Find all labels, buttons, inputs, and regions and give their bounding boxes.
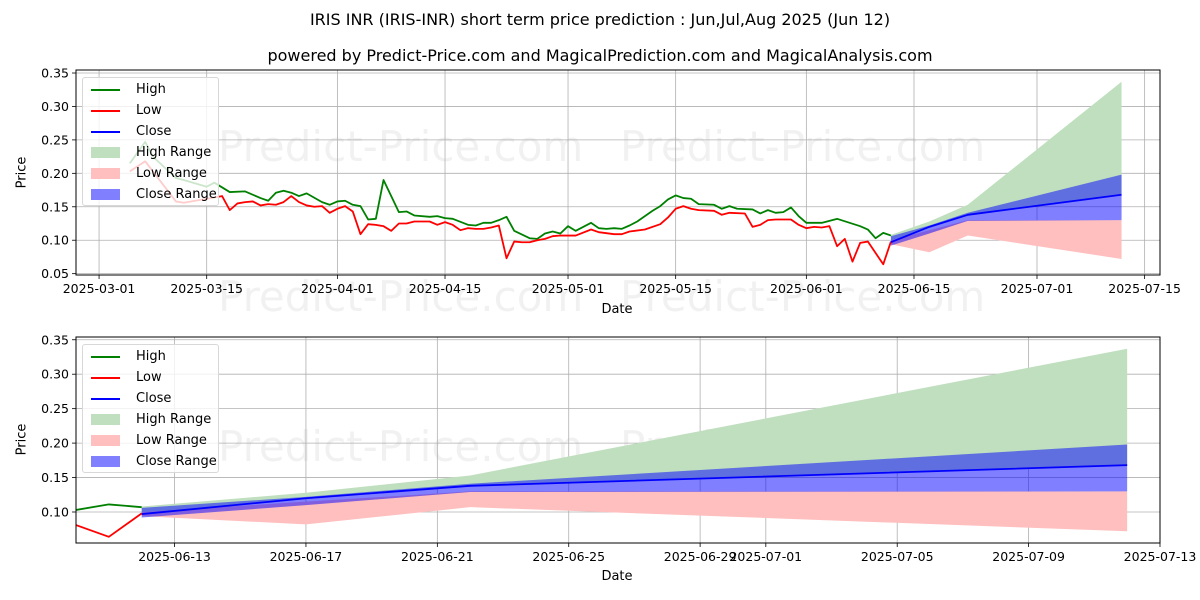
bottom-x-axis-label: Date	[601, 569, 633, 584]
x-tick-label: 2025-07-05	[861, 549, 934, 564]
legend-high-range-swatch	[91, 414, 120, 425]
low-line	[129, 160, 892, 266]
legend-close-range: Close Range	[91, 184, 217, 205]
legend-label: High Range	[136, 412, 212, 427]
bottom-axes: 2025-06-13 2025-06-17 2025-06-21 2025-06-25…	[41, 332, 1197, 564]
bottom-legend: High Low Close High Range Low Range Clos…	[82, 344, 219, 473]
y-tick-label: 0.05	[41, 266, 69, 281]
legend-close-range: Close Range	[91, 451, 217, 472]
close-line	[141, 464, 1128, 515]
y-tick-label: 0.10	[41, 233, 69, 248]
watermark: Predict-Price.com	[218, 422, 584, 471]
y-tick-label: 0.25	[41, 401, 69, 416]
low-range-band	[890, 220, 1122, 259]
legend-high-swatch	[91, 88, 120, 91]
top-series	[129, 81, 1122, 266]
legend-low-range: Low Range	[91, 430, 207, 451]
legend-label: High	[136, 349, 166, 364]
x-tick-label: 2025-06-17	[270, 549, 343, 564]
legend-close-swatch	[91, 130, 120, 133]
legend-label: Close	[136, 124, 172, 139]
y-tick-label: 0.15	[41, 470, 69, 485]
axes-frame	[75, 69, 1161, 276]
legend-low-range: Low Range	[91, 163, 207, 184]
axes-frame	[75, 336, 1161, 544]
chart-title: IRIS INR (IRIS-INR) short term price pre…	[309, 10, 891, 29]
watermark: Predict-Price.com	[620, 272, 986, 321]
legend-high-range-swatch	[91, 147, 120, 158]
legend-label: Low Range	[136, 166, 207, 181]
y-tick-label: 0.15	[41, 199, 69, 214]
legend-low: Low	[91, 100, 162, 121]
legend-high-range: High Range	[91, 142, 211, 163]
legend-label: Close Range	[136, 454, 217, 469]
x-tick-label: 2025-03-15	[170, 281, 243, 296]
x-tick-label: 2025-06-25	[532, 549, 605, 564]
x-tick-label: 2025-07-09	[992, 549, 1065, 564]
legend-high: High	[91, 346, 166, 367]
y-tick-label: 0.10	[41, 504, 69, 519]
y-tick-label: 0.25	[41, 132, 69, 147]
legend-high-swatch	[91, 355, 120, 358]
top-axes: 2025-03-01 2025-03-15 2025-04-01 2025-04-15…	[41, 66, 1181, 296]
legend-close-swatch	[91, 397, 120, 400]
watermark: Predict-Price.com	[218, 122, 584, 171]
y-tick-label: 0.20	[41, 166, 69, 181]
legend-high: High	[91, 79, 166, 100]
legend-close: Close	[91, 121, 171, 142]
x-tick-label: 2025-05-15	[639, 281, 712, 296]
y-tick-label: 0.30	[41, 367, 69, 382]
chart-subtitle: powered by Predict-Price.com and Magical…	[267, 46, 933, 65]
x-tick-label: 2025-03-01	[63, 281, 136, 296]
x-tick-label: 2025-06-01	[770, 281, 843, 296]
legend-label: High	[136, 82, 166, 97]
legend-close-range-swatch	[91, 456, 120, 467]
top-y-axis-label: Price	[14, 156, 30, 189]
legend-low-swatch	[91, 109, 120, 112]
low-range-band	[141, 491, 1128, 532]
legend-low-range-swatch	[91, 435, 120, 446]
high-line	[129, 141, 892, 240]
x-tick-label: 2025-07-15	[1108, 281, 1181, 296]
x-tick-label: 2025-06-15	[878, 281, 951, 296]
legend-low-swatch	[91, 376, 120, 379]
x-tick-label: 2025-07-01	[1001, 281, 1074, 296]
x-tick-label: 2025-06-21	[401, 549, 474, 564]
close-line	[890, 193, 1122, 244]
legend-label: Low	[136, 370, 162, 385]
legend-label: High Range	[136, 145, 212, 160]
watermark: Predict-Price.com	[218, 272, 584, 321]
legend-low-range-swatch	[91, 168, 120, 179]
legend-close: Close	[91, 388, 171, 409]
legend-label: Low Range	[136, 433, 207, 448]
y-tick-label: 0.35	[41, 332, 69, 347]
x-tick-label: 2025-04-01	[301, 281, 374, 296]
y-tick-label: 0.35	[41, 66, 69, 81]
legend-label: Close Range	[136, 187, 217, 202]
legend-close-range-swatch	[91, 189, 120, 200]
top-x-axis-label: Date	[601, 302, 633, 317]
bottom-series	[76, 348, 1128, 538]
x-tick-label: 2025-07-01	[729, 549, 802, 564]
legend-high-range: High Range	[91, 409, 211, 430]
y-tick-label: 0.20	[41, 436, 69, 451]
y-tick-label: 0.30	[41, 99, 69, 114]
bottom-y-axis-label: Price	[14, 423, 30, 456]
legend-label: Low	[136, 103, 162, 118]
x-tick-label: 2025-06-13	[138, 549, 211, 564]
x-tick-label: 2025-05-01	[532, 281, 605, 296]
x-tick-label: 2025-07-13	[1124, 549, 1197, 564]
top-legend: High Low Close High Range Low Range Clos…	[82, 77, 219, 206]
x-tick-label: 2025-06-29	[664, 549, 737, 564]
legend-low: Low	[91, 367, 162, 388]
watermark: Predict-Price.com	[620, 122, 986, 171]
legend-label: Close	[136, 391, 172, 406]
x-tick-label: 2025-04-15	[409, 281, 482, 296]
